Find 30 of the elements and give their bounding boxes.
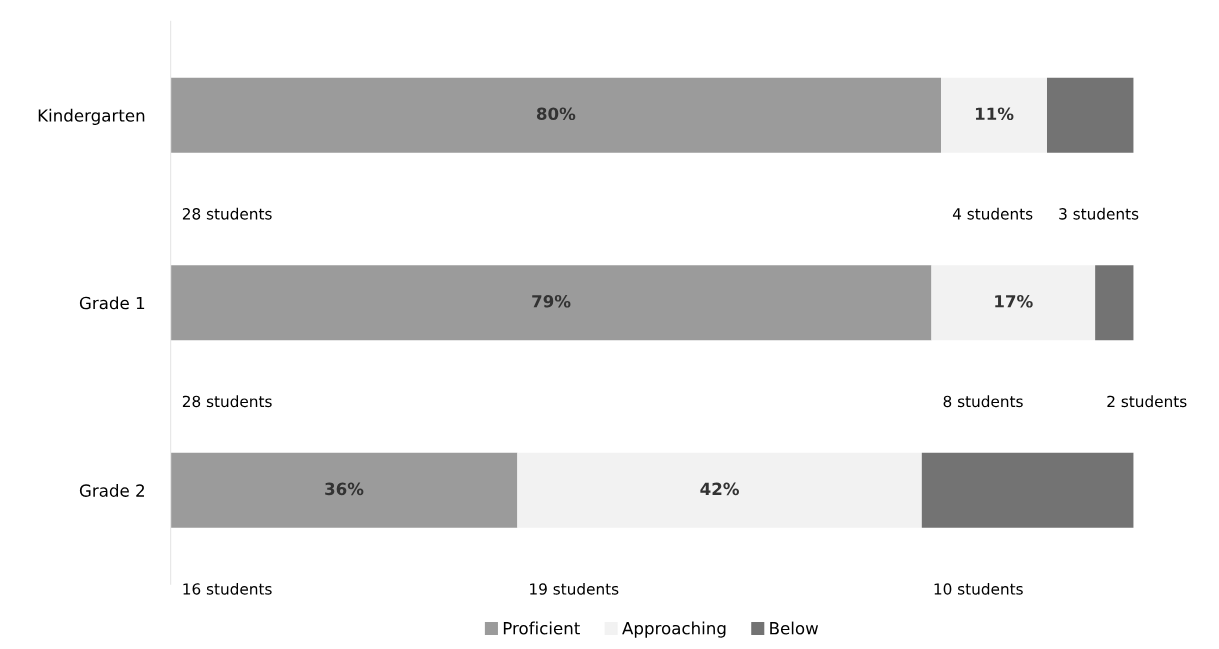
annotation: 28 students [182, 207, 272, 220]
bar [170, 265, 932, 341]
legend-label: Proficient [503, 621, 580, 635]
data-label: 42% [700, 482, 739, 496]
bar [941, 77, 1047, 153]
y-tick-label: Grade 1 [79, 296, 145, 310]
bar [170, 77, 942, 153]
bar [931, 265, 1096, 341]
legend-label: Approaching [622, 621, 726, 638]
data-label: 17% [995, 294, 1033, 308]
bar [921, 452, 1134, 528]
data-label: 79% [532, 294, 571, 308]
annotation: 28 students [182, 395, 272, 408]
data-label: 11% [975, 107, 1014, 121]
annotation: 4 students [952, 207, 1033, 220]
bar [170, 452, 518, 528]
bar [1095, 265, 1134, 341]
data-label: 80% [536, 107, 576, 121]
y-tick-label: Kindergarten [38, 108, 145, 125]
bar [1047, 77, 1134, 153]
y-tick-label: Grade 2 [79, 483, 144, 497]
annotation: 16 students [183, 582, 272, 595]
annotation: 3 students [1059, 207, 1139, 220]
annotation: 19 students [530, 582, 619, 595]
data-label: 36% [325, 482, 364, 496]
annotation: 10 students [934, 582, 1023, 595]
annotation: 8 students [943, 395, 1023, 408]
annotation: 2 students [1107, 395, 1187, 408]
legend-label: Below [770, 621, 819, 635]
bar [517, 452, 922, 528]
